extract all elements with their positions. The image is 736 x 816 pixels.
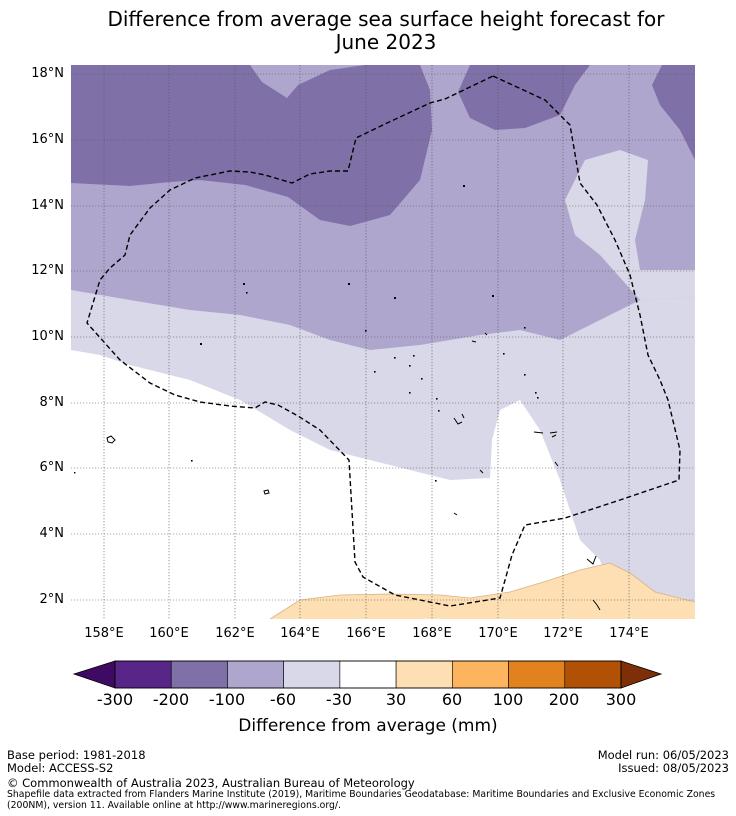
map-title: Difference from average sea surface heig…	[0, 8, 736, 54]
island-enewetak-area	[471, 332, 488, 343]
colorbar-extend-max	[620, 660, 663, 689]
colorbar-bin-4	[339, 660, 397, 689]
lat-tick-6n: 6°N	[39, 460, 65, 475]
colorbar-bin-3	[283, 660, 341, 689]
islands	[106, 332, 601, 611]
anomaly-region-plus30-plus60	[270, 563, 695, 619]
anomaly-region-minus200-minus100	[71, 65, 432, 226]
gridlines	[71, 65, 695, 619]
island-tarawa	[586, 555, 597, 565]
data-source-line-1: Shapefile data extracted from Flanders M…	[7, 789, 716, 800]
lon-tick-172e: 172°E	[543, 626, 583, 641]
island-abemama	[592, 599, 601, 611]
lon-tick-162e: 162°E	[215, 626, 255, 641]
lon-tick-160e: 160°E	[149, 626, 189, 641]
colorbar-bin-0	[114, 660, 172, 689]
colorbar-tick-minus60: -60	[269, 690, 297, 709]
lat-tick-4n: 4°N	[39, 526, 65, 541]
copyright-label: © Commonwealth of Australia 2023, Austra…	[7, 776, 415, 790]
model-run-label: Model run: 06/05/2023	[597, 748, 729, 762]
lat-tick-18n: 18°N	[31, 66, 64, 81]
base-period-label: Base period: 1981-2018	[7, 748, 146, 762]
lat-tick-10n: 10°N	[31, 329, 64, 344]
anomaly-region-notch	[565, 150, 695, 300]
island-ebon	[479, 469, 484, 474]
lon-tick-166e: 166°E	[346, 626, 386, 641]
colorbar-extend-min	[72, 660, 116, 689]
anomaly-region-minus200-minus100-east	[652, 65, 695, 160]
colorbar-tick-minus200: -200	[152, 690, 190, 709]
colorbar-tick-200: 200	[548, 690, 580, 709]
colorbar-bin-5	[395, 660, 453, 689]
lon-tick-168e: 168°E	[412, 626, 452, 641]
lat-tick-14n: 14°N	[31, 198, 64, 213]
lat-tick-2n: 2°N	[39, 592, 65, 607]
title-line-2: June 2023	[335, 30, 437, 54]
colorbar-tick-30: 30	[385, 690, 407, 709]
lat-tick-12n: 12°N	[31, 263, 64, 278]
colorbar-bin-6	[452, 660, 509, 689]
colorbar-tick-minus30: -30	[325, 690, 353, 709]
issued-label: Issued: 08/05/2023	[618, 761, 729, 775]
colorbar-tick-100: 100	[492, 690, 524, 709]
lon-tick-170e: 170°E	[478, 626, 518, 641]
island-jaluit	[554, 461, 559, 467]
colorbar-bin-2	[227, 660, 284, 689]
small-atoll-dots	[74, 185, 539, 482]
lon-tick-174e: 174°E	[609, 626, 649, 641]
lat-tick-8n: 8°N	[39, 395, 65, 410]
lon-tick-158e: 158°E	[84, 626, 124, 641]
island-small-south	[453, 512, 458, 516]
island-kosrae	[263, 489, 270, 495]
colorbar-bin-8	[564, 660, 622, 689]
island-pohnpei	[106, 435, 116, 444]
title-line-1: Difference from average sea surface heig…	[107, 7, 665, 31]
colorbar-bin-1	[170, 660, 228, 689]
lat-tick-16n: 16°N	[31, 132, 64, 147]
colorbar-tick-300: 300	[605, 690, 637, 709]
data-source-note: Shapefile data extracted from Flanders M…	[7, 789, 716, 811]
island-kwajalein	[453, 413, 465, 425]
colorbar-bin-7	[508, 660, 566, 689]
model-label: Model: ACCESS-S2	[7, 761, 114, 775]
island-majuro-atolls	[533, 431, 558, 438]
colorbar-tick-60: 60	[441, 690, 463, 709]
colorbar-title: Difference from average (mm)	[238, 716, 498, 736]
colorbar-tick-minus300: -300	[96, 690, 134, 709]
colorbar-tick-minus100: -100	[208, 690, 246, 709]
anomaly-region-minus200-minus100-north	[458, 65, 590, 130]
lon-tick-164e: 164°E	[280, 626, 320, 641]
data-source-line-2: (200NM), version 11. Available online at…	[7, 799, 341, 811]
eez-boundary-line	[86, 75, 681, 607]
colorbar	[72, 660, 663, 689]
